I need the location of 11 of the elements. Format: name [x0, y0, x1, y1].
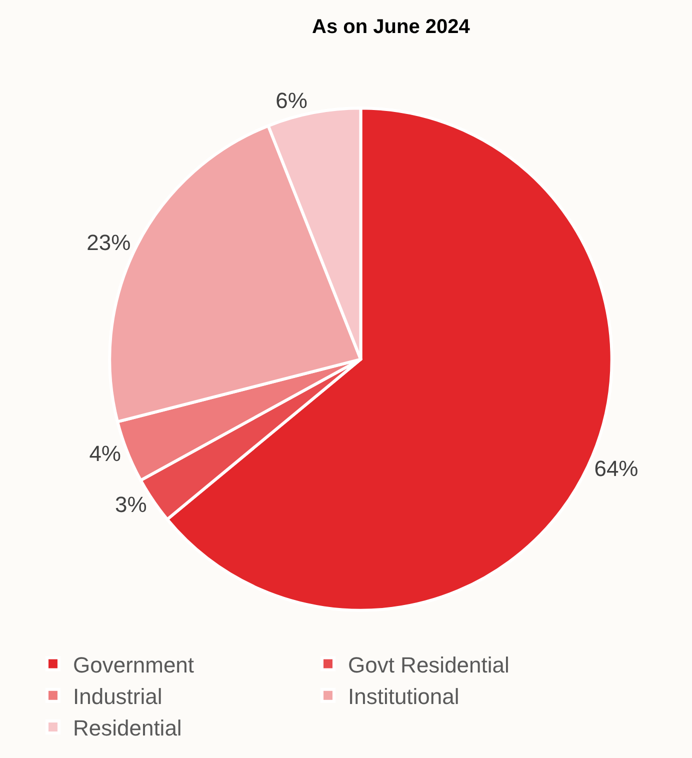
- data-label: 4%: [89, 440, 121, 466]
- legend-label: Industrial: [72, 684, 162, 709]
- legend-label: Residential: [72, 716, 182, 741]
- data-label: 23%: [86, 230, 131, 256]
- data-label: 3%: [114, 492, 147, 517]
- data-label: 64%: [594, 456, 638, 481]
- legend-label: Institutional: [348, 684, 460, 709]
- chart-title: As on June 2024: [312, 16, 471, 38]
- legend-label: Government: [72, 652, 194, 678]
- data-label: 6%: [276, 88, 308, 114]
- legend-label: Govt Residential: [348, 652, 510, 678]
